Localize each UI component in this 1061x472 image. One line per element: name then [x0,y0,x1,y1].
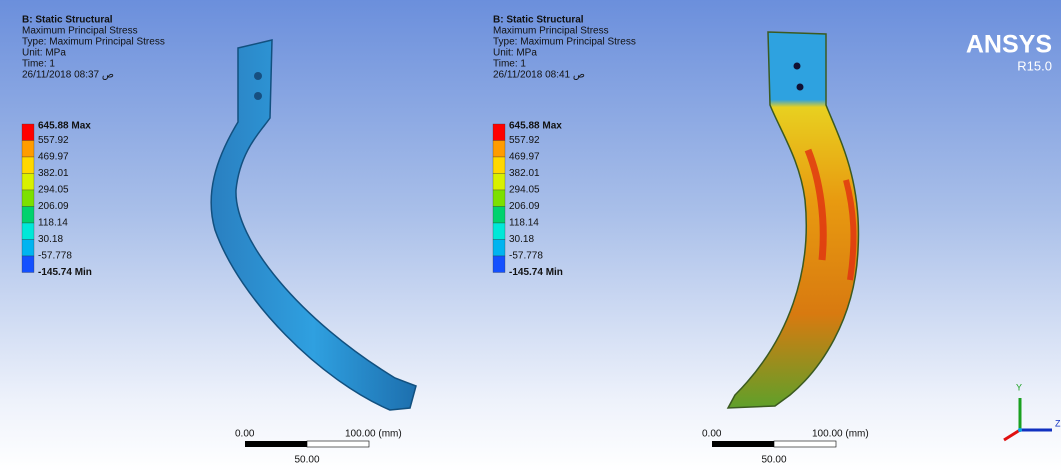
result-header-line: Time: 1 [22,59,55,70]
legend-swatch [492,123,506,141]
result-header-line: 26/11/2018 08:37 ص [22,70,114,81]
result-header-line: Type: Maximum Principal Stress [493,37,636,48]
result-header-line: B: Static Structural [493,15,584,26]
legend-swatch [492,206,506,224]
legend-label: 294.05 [38,185,69,196]
scale-end: 100.00 (mm) [345,429,402,440]
legend-swatch [492,156,506,174]
result-header-line: Maximum Principal Stress [493,26,609,37]
scale-bar-light [306,440,370,448]
legend-swatch [492,173,506,191]
legend-label: -57.778 [509,251,543,262]
legend-label: 118.14 [509,218,539,229]
scale-start: 0.00 [235,429,255,440]
blade-model-right [726,31,860,409]
result-header-line: Unit: MPa [493,48,537,59]
legend-label: 557.92 [509,135,540,146]
legend-label: 206.09 [38,201,69,212]
legend-label: -145.74 Min [509,267,563,278]
scale-middle: 50.00 [294,455,319,466]
legend-swatch [492,189,506,207]
legend-swatch [492,140,506,158]
legend-swatch [21,239,35,257]
legend-swatch [21,222,35,240]
legend-swatch [21,255,35,273]
result-header-line: Unit: MPa [22,48,66,59]
legend-label: 30.18 [38,234,63,245]
legend-label: 469.97 [509,152,540,163]
scale-middle: 50.00 [761,455,786,466]
result-header-line: Time: 1 [493,59,526,70]
legend-label: 382.01 [509,168,540,179]
result-header-line: Maximum Principal Stress [22,26,138,37]
legend-label: -57.778 [38,251,72,262]
legend-label: 382.01 [38,168,69,179]
legend-label: 645.88 Max [509,121,562,132]
scale-bar-dark [712,441,774,447]
legend-swatch [21,173,35,191]
legend-swatch [492,255,506,273]
result-header-line: 26/11/2018 08:41 ص [493,70,585,81]
legend-label: 557.92 [38,135,69,146]
scale-bar-dark [245,441,307,447]
legend-label: 469.97 [38,152,69,163]
scale-start: 0.00 [702,429,722,440]
axis-triad [1003,398,1052,442]
legend-label: 645.88 Max [38,121,91,132]
legend-swatch [21,140,35,158]
triad-y-label: Y [1016,382,1022,392]
ansys-version: R15.0 [1017,58,1052,73]
legend-swatch [21,206,35,224]
legend-label: 30.18 [509,234,534,245]
blade-model-left [210,39,417,411]
legend-swatch [492,239,506,257]
scale-end: 100.00 (mm) [812,429,869,440]
legend-label: 118.14 [38,218,68,229]
result-header-line: Type: Maximum Principal Stress [22,37,165,48]
legend-swatch [21,189,35,207]
legend-swatch [21,123,35,141]
scale-bar-light [773,440,837,448]
ansys-logo: ANSYS [966,31,1052,59]
triad-z-label: Z [1055,418,1061,428]
legend-swatch [21,156,35,174]
legend-label: -145.74 Min [38,267,92,278]
legend-label: 294.05 [509,185,540,196]
result-header-line: B: Static Structural [22,15,113,26]
legend-label: 206.09 [509,201,540,212]
legend-swatch [492,222,506,240]
